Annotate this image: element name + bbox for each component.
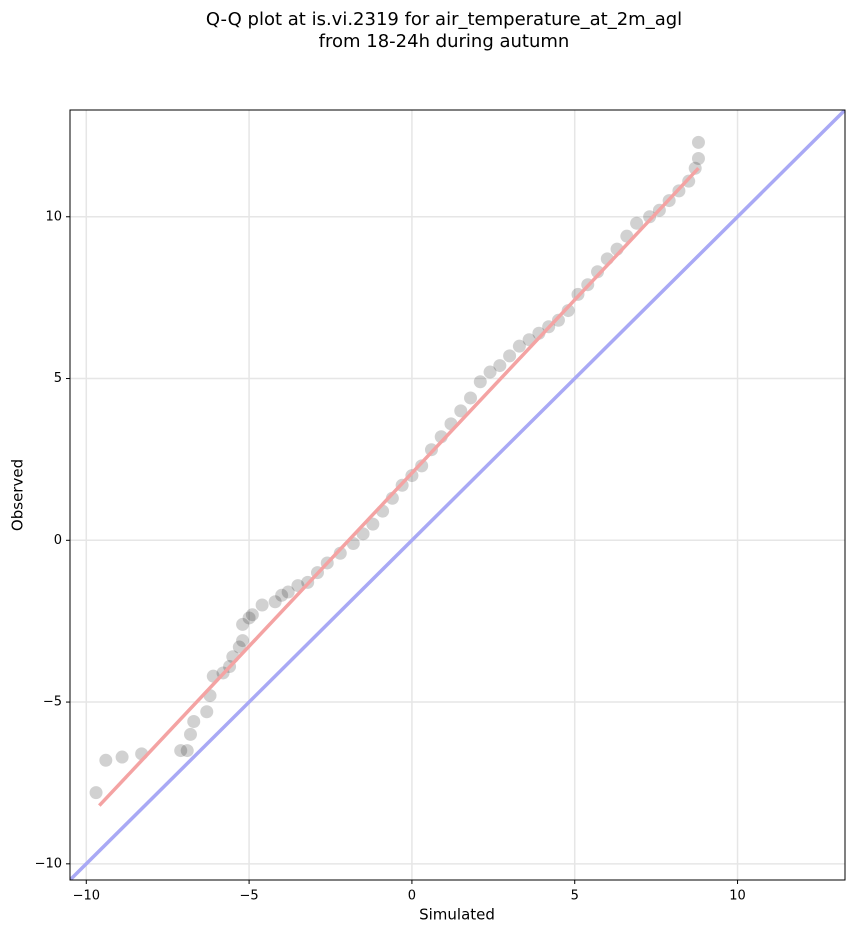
point (561, 304, 575, 318)
point (366, 517, 380, 531)
point (691, 135, 705, 149)
point (275, 588, 289, 602)
point (242, 611, 256, 625)
chart-title: Q-Q plot at is.vi.2319 for air_temperatu… (206, 9, 682, 30)
point (454, 404, 468, 418)
point (415, 459, 429, 473)
point (630, 216, 644, 230)
point (236, 617, 250, 631)
y-tick-label: 0 (54, 533, 62, 548)
point (473, 375, 487, 389)
point (512, 339, 526, 353)
point (236, 634, 250, 648)
point (174, 744, 188, 758)
point (551, 313, 565, 327)
point (115, 750, 129, 764)
point (493, 359, 507, 373)
point (688, 161, 702, 175)
point (200, 705, 214, 719)
y-tick-label: 5 (54, 371, 62, 386)
x-tick-label: 5 (571, 889, 579, 904)
point (281, 585, 295, 599)
point (643, 210, 657, 224)
x-tick-label: 0 (408, 889, 416, 904)
chart-subtitle: from 18-24h during autumn (319, 31, 570, 52)
fit-line (98, 167, 700, 807)
point (333, 546, 347, 560)
point (591, 265, 605, 279)
point (183, 727, 197, 741)
y-tick-label: −5 (43, 695, 62, 710)
x-tick-label: 10 (729, 889, 746, 904)
point (268, 595, 282, 609)
point (245, 608, 259, 622)
x-axis-label: Simulated (419, 906, 495, 924)
y-tick-label: 10 (45, 209, 62, 224)
point (89, 786, 103, 800)
point (180, 744, 194, 758)
point (255, 598, 269, 612)
y-tick-label: −10 (35, 856, 62, 871)
point (691, 152, 705, 166)
y-axis-label: Observed (9, 459, 27, 531)
point (187, 714, 201, 728)
point (232, 640, 246, 654)
point (464, 391, 478, 405)
reference-line (70, 110, 845, 880)
point (99, 753, 113, 767)
point (483, 365, 497, 379)
point (503, 349, 517, 363)
x-tick-label: −10 (73, 889, 100, 904)
x-tick-label: −5 (240, 889, 259, 904)
plot-frame (69, 109, 846, 881)
